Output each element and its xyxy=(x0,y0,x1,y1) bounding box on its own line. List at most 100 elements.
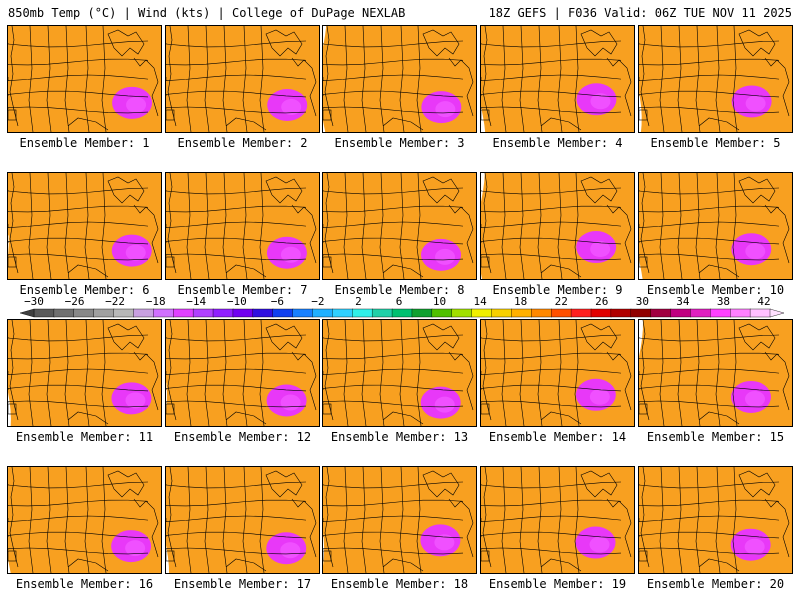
colorbar-swatch xyxy=(212,308,234,318)
colorbar-swatch xyxy=(173,308,194,318)
colorbar-min-arrow xyxy=(19,308,35,318)
ensemble-member-label: Ensemble Member: 11 xyxy=(15,430,154,444)
colorbar-tick-label: 10 xyxy=(432,295,447,308)
ensemble-member-map xyxy=(480,466,635,574)
temperature-field-map xyxy=(323,26,476,132)
colorbar-tick-label: 2 xyxy=(355,295,362,308)
colorbar-tick-label: −14 xyxy=(186,295,207,308)
colorbar-swatch xyxy=(252,308,274,318)
ensemble-member-map xyxy=(7,466,162,574)
colorbar-tick-label: −10 xyxy=(226,295,247,308)
colorbar-swatch xyxy=(391,308,413,318)
colorbar-swatch xyxy=(670,308,692,318)
colorbar-tick-label: 26 xyxy=(595,295,609,308)
ensemble-member-map xyxy=(638,172,793,280)
ensemble-member-map xyxy=(165,319,320,427)
colorbar-swatch xyxy=(312,308,334,318)
ensemble-member-map xyxy=(165,466,320,574)
colorbar-swatch xyxy=(610,308,632,318)
temperature-field-map xyxy=(323,173,476,279)
colorbar-tick-label: −22 xyxy=(105,295,126,308)
colorbar-swatch xyxy=(690,308,712,318)
colorbar-swatch xyxy=(133,308,155,318)
colorbar-tick-label: −26 xyxy=(64,295,85,308)
ensemble-member-label: Ensemble Member: 1 xyxy=(19,136,150,150)
temperature-field-map xyxy=(481,320,634,426)
colorbar-swatch xyxy=(491,308,513,318)
ensemble-member-map xyxy=(638,466,793,574)
ensemble-member-map xyxy=(480,319,635,427)
colorbar-tick-label: −6 xyxy=(270,295,284,308)
ensemble-member-label: Ensemble Member: 5 xyxy=(650,136,781,150)
temperature-field-map xyxy=(323,467,476,573)
ensemble-member-map xyxy=(638,319,793,427)
colorbar-max-arrow xyxy=(769,308,785,318)
ensemble-member-label: Ensemble Member: 2 xyxy=(177,136,308,150)
colorbar-swatch xyxy=(33,308,55,318)
ensemble-member-map xyxy=(322,466,477,574)
temperature-field-map xyxy=(639,320,792,426)
temperature-field-map xyxy=(481,26,634,132)
ensemble-member-label: Ensemble Member: 9 xyxy=(492,283,623,297)
colorbar-swatch xyxy=(550,308,572,318)
colorbar-swatch xyxy=(531,308,552,318)
colorbar-tick-label: 38 xyxy=(716,295,731,308)
colorbar-swatch xyxy=(590,308,612,318)
colorbar-swatch xyxy=(53,308,75,318)
colorbar-tick-label: 22 xyxy=(554,295,568,308)
ensemble-member-label: Ensemble Member: 7 xyxy=(177,283,308,297)
temperature-field-map xyxy=(8,173,161,279)
colorbar-swatch xyxy=(93,308,115,318)
ensemble-member-map xyxy=(480,25,635,133)
colorbar-swatch xyxy=(153,308,174,318)
temperature-field-map xyxy=(166,26,319,132)
colorbar-swatch xyxy=(730,308,751,318)
colorbar-tick-label: 34 xyxy=(676,295,690,308)
ensemble-member-label: Ensemble Member: 13 xyxy=(330,430,469,444)
colorbar-tick-label: −18 xyxy=(145,295,166,308)
ensemble-member-label: Ensemble Member: 18 xyxy=(330,577,469,591)
run-valid-time: 18Z GEFS | F036 Valid: 06Z TUE NOV 11 20… xyxy=(488,6,792,20)
temperature-field-map xyxy=(166,173,319,279)
chart-title: 850mb Temp (°C) | Wind (kts) | College o… xyxy=(8,6,406,20)
ensemble-member-map xyxy=(638,25,793,133)
colorbar-swatch xyxy=(710,308,731,318)
colorbar-swatch xyxy=(471,308,493,318)
colorbar-tick-label: 18 xyxy=(514,295,528,308)
colorbar-swatch xyxy=(451,308,473,318)
ensemble-member-map xyxy=(322,319,477,427)
ensemble-member-map xyxy=(7,172,162,280)
colorbar-swatch xyxy=(272,308,294,318)
colorbar-tick-label: −2 xyxy=(311,295,325,308)
colorbar-tick-label: 6 xyxy=(395,295,403,308)
ensemble-member-map xyxy=(480,172,635,280)
colorbar-swatch xyxy=(570,308,592,318)
temperature-field-map xyxy=(639,26,792,132)
temperature-field-map xyxy=(323,320,476,426)
colorbar-tick-label: 14 xyxy=(473,295,487,308)
temperature-field-map xyxy=(166,320,319,426)
colorbar-swatch xyxy=(630,308,652,318)
temperature-field-map xyxy=(481,467,634,573)
ensemble-member-label: Ensemble Member: 12 xyxy=(173,430,312,444)
ensemble-member-map xyxy=(7,25,162,133)
ensemble-member-label: Ensemble Member: 8 xyxy=(334,283,465,297)
ensemble-member-label: Ensemble Member: 16 xyxy=(15,577,154,591)
temperature-field-map xyxy=(166,467,319,573)
temperature-field-map xyxy=(639,173,792,279)
ensemble-member-label: Ensemble Member: 3 xyxy=(334,136,465,150)
ensemble-member-map xyxy=(165,172,320,280)
colorbar-swatch xyxy=(292,308,314,318)
colorbar-swatch xyxy=(113,308,135,318)
colorbar-swatch xyxy=(411,308,433,318)
temperature-field-map xyxy=(8,467,161,573)
ensemble-member-label: Ensemble Member: 6 xyxy=(19,283,150,297)
ensemble-member-label: Ensemble Member: 19 xyxy=(488,577,627,591)
colorbar-tick-label: 42 xyxy=(757,295,771,308)
ensemble-member-label: Ensemble Member: 4 xyxy=(492,136,623,150)
colorbar-swatch xyxy=(511,308,532,318)
colorbar-swatch xyxy=(232,308,254,318)
colorbar-swatch xyxy=(352,308,373,318)
colorbar-swatch xyxy=(431,308,453,318)
